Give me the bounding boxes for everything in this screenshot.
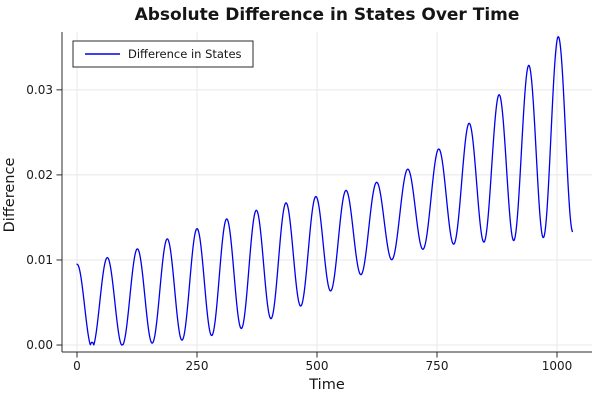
difference-series-line [76, 36, 574, 346]
chart-title: Absolute Difference in States Over Time [135, 5, 520, 25]
legend-label: Difference in States [128, 47, 242, 61]
x-tick-label: 0 [73, 359, 81, 373]
x-tick-label: 500 [306, 359, 329, 373]
y-tick-label: 0.00 [26, 338, 53, 352]
x-tick-label: 750 [426, 359, 449, 373]
axis-ticks [56, 89, 558, 358]
x-tick-label: 250 [186, 359, 209, 373]
axis-tick-labels: 0 250 500 750 1000 0.00 0.01 0.02 0.03 [26, 83, 572, 373]
x-tick-label: 1000 [542, 359, 573, 373]
gridlines [62, 32, 592, 352]
axes [61, 32, 592, 353]
y-tick-label: 0.03 [26, 83, 53, 97]
y-tick-label: 0.02 [26, 168, 53, 182]
legend: Difference in States [72, 40, 254, 68]
y-tick-label: 0.01 [26, 253, 53, 267]
y-axis-label: Difference [2, 158, 18, 233]
x-axis-label: Time [308, 377, 345, 393]
